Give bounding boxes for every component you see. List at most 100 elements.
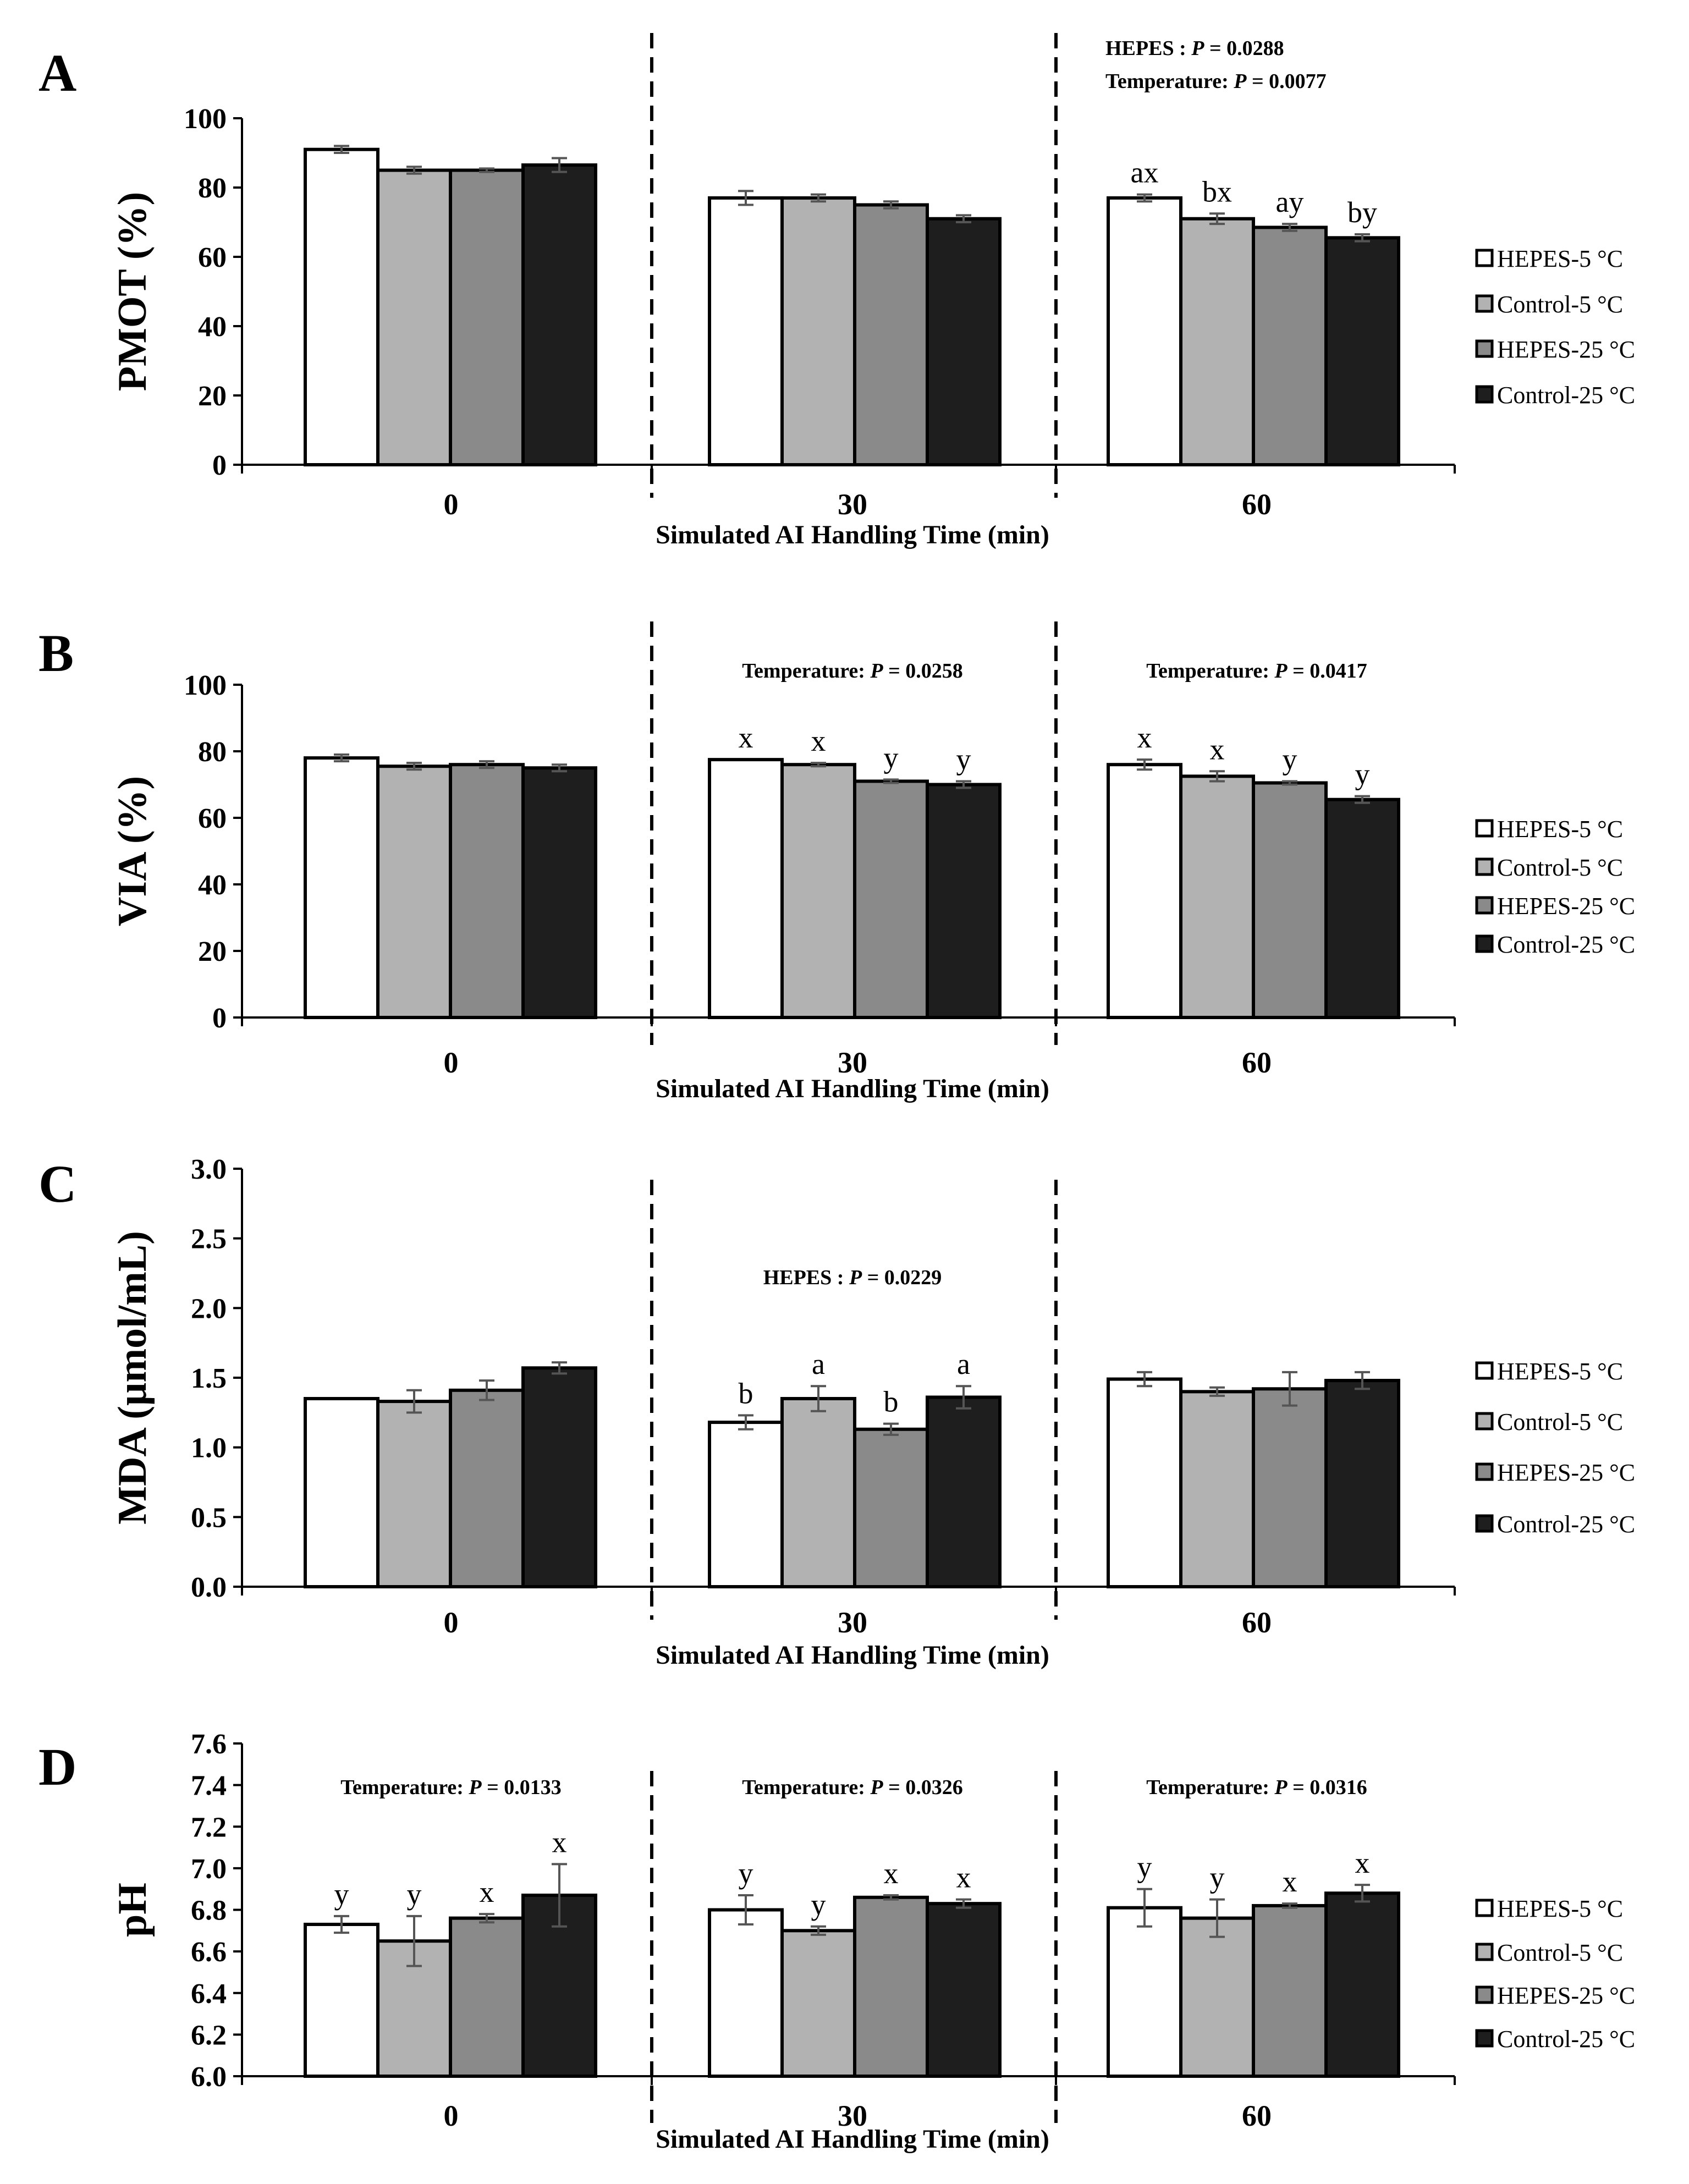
bar (708, 1421, 784, 1588)
significance-letter: y (739, 1857, 753, 1890)
bar (521, 766, 597, 1019)
significance-letter: b (739, 1377, 753, 1410)
significance-letter: ay (1276, 185, 1304, 218)
y-tick-label: 80 (198, 736, 227, 768)
significance-letter: x (956, 1861, 971, 1894)
significance-letter: by (1347, 196, 1377, 229)
bar (780, 1929, 856, 2078)
x-tick-label: 0 (444, 2099, 459, 2132)
bar (521, 1366, 597, 1588)
y-tick-label: 1.5 (191, 1363, 227, 1394)
bar (853, 203, 929, 466)
x-tick-label: 30 (838, 488, 867, 521)
legend-swatch (1475, 339, 1494, 358)
y-tick-label: 2.0 (191, 1293, 227, 1324)
legend-swatch (1475, 2029, 1494, 2048)
x-tick-label: 0 (444, 488, 459, 521)
y-tick-label: 0.0 (191, 1572, 227, 1603)
legend-label: Control-25 °C (1497, 2026, 1635, 2053)
significance-letter: y (407, 1878, 422, 1911)
x-tick-label: 30 (838, 1606, 867, 1639)
y-tick-label: 100 (184, 670, 227, 701)
significance-letter: y (811, 1888, 826, 1921)
significance-letter: x (1283, 1865, 1297, 1898)
bar (1179, 774, 1255, 1019)
x-tick-label: 60 (1242, 1606, 1272, 1639)
x-tick-label: 60 (1242, 1046, 1272, 1079)
legend-label: HEPES-25 °C (1497, 893, 1635, 920)
legend-label: HEPES-5 °C (1497, 1358, 1623, 1385)
legend-label: Control-25 °C (1497, 382, 1635, 409)
legend-label: HEPES-25 °C (1497, 1459, 1635, 1486)
bar (853, 1895, 929, 2078)
y-axis-label: PMOT (%) (110, 192, 155, 391)
panel-d: DpH 6.0 6.2 6.4 6.6 6.8 7.0 7.2 7.4 7.6 y y x x 0 y y x x 3… (38, 1729, 1635, 2154)
y-tick-label: 0 (212, 1003, 227, 1034)
y-tick-label: 20 (198, 381, 227, 412)
y-tick-label: 7.4 (191, 1770, 227, 1802)
significance-letter: x (1210, 733, 1225, 766)
bar (1324, 1379, 1400, 1588)
y-tick-label: 6.8 (191, 1895, 227, 1927)
panel-letter: A (38, 43, 76, 102)
bar (1324, 797, 1400, 1019)
significance-letter: y (1355, 758, 1370, 791)
bar (1179, 1916, 1255, 2078)
legend-label: Control-5 °C (1497, 1939, 1623, 1966)
legend-swatch (1475, 1899, 1494, 1917)
stat-annotation: Temperature: P = 0.0326 (742, 1776, 963, 1799)
bar (1107, 1906, 1182, 2078)
bar (1179, 217, 1255, 466)
significance-letter: y (884, 741, 899, 774)
panel-a: A PMOT (%) 0 20 40 60 80 100 0 30 ax bx ay by 60 Simula… (38, 33, 1635, 549)
x-tick-label: 30 (838, 1046, 867, 1079)
significance-letter: y (956, 742, 971, 775)
bar (376, 168, 452, 466)
bar (1252, 1387, 1328, 1588)
legend-label: HEPES-25 °C (1497, 336, 1635, 363)
y-tick-label: 6.6 (191, 1937, 227, 1968)
legend-swatch (1475, 1985, 1494, 2004)
y-tick-label: 3.0 (191, 1154, 227, 1185)
significance-letter: x (480, 1875, 494, 1908)
significance-letter: y (1137, 1851, 1152, 1884)
legend-label: HEPES-5 °C (1497, 816, 1623, 843)
panel-b: B VIA (%) 0 20 40 60 80 100 0 x x y y 30 x x y y 60 Simulat… (38, 621, 1635, 1103)
x-tick-label: 60 (1242, 2099, 1272, 2132)
significance-letter: x (1355, 1846, 1370, 1879)
bar (926, 217, 1002, 466)
stat-annotation: Temperature: P = 0.0133 (340, 1776, 562, 1799)
stat-annotation: HEPES : P = 0.0229 (763, 1266, 942, 1289)
legend-swatch (1475, 385, 1494, 404)
x-axis-label: Simulated AI Handling Time (min) (656, 1074, 1049, 1103)
significance-letter: x (1137, 721, 1152, 754)
y-tick-label: 6.4 (191, 1978, 227, 2010)
bar (1179, 1390, 1255, 1588)
bar (853, 1427, 929, 1589)
bar (449, 1916, 525, 2078)
legend-label: Control-25 °C (1497, 931, 1635, 958)
y-tick-label: 0 (212, 450, 227, 481)
y-tick-label: 40 (198, 311, 227, 343)
bar (449, 168, 525, 466)
bar (926, 1902, 1002, 2078)
stat-annotation: Temperature: P = 0.0077 (1105, 70, 1327, 93)
stat-annotation: HEPES : P = 0.0288 (1105, 37, 1284, 60)
bar (449, 763, 525, 1019)
bar (780, 196, 856, 466)
panel-letter: C (38, 1154, 76, 1213)
legend-swatch (1475, 1514, 1494, 1533)
bar (1324, 1891, 1400, 2078)
legend-swatch (1475, 1462, 1494, 1481)
stat-annotation: Temperature: P = 0.0258 (742, 659, 963, 683)
bar (1107, 763, 1182, 1019)
significance-letter: x (552, 1825, 567, 1858)
panel-letter: B (38, 624, 74, 683)
x-tick-label: 30 (838, 2099, 867, 2132)
x-axis-label: Simulated AI Handling Time (min) (656, 520, 1049, 549)
significance-letter: a (812, 1347, 825, 1380)
bar (1324, 236, 1400, 466)
significance-letter: bx (1202, 175, 1232, 208)
bar (1252, 225, 1328, 466)
